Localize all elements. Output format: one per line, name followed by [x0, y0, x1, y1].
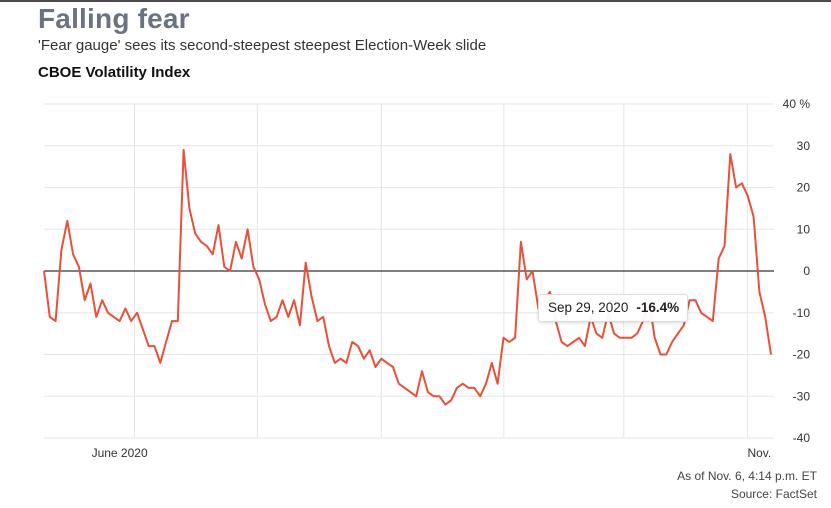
y-tick-label: 30	[797, 139, 811, 153]
source-note: Source: FactSet	[730, 487, 817, 501]
x-axis-ticks: June 2020 Nov.	[92, 446, 772, 460]
y-tick-label: 0	[803, 264, 810, 278]
page-subtitle: 'Fear gauge' sees its second-steepest st…	[38, 37, 487, 54]
y-tick-label: -30	[793, 389, 811, 403]
y-tick-label: -40	[793, 431, 811, 445]
top-rule	[0, 0, 831, 2]
grid-layer	[44, 103, 774, 439]
series-line-vix[interactable]	[43, 148, 772, 406]
y-tick-label: 40 %	[783, 97, 811, 111]
y-tick-label: -20	[793, 348, 811, 362]
y-tick-label: -10	[793, 306, 811, 320]
page-title: Falling fear	[38, 3, 190, 34]
y-axis-ticks: 40 % 30 20 10 0 -10 -20 -30 -40	[783, 97, 811, 445]
hover-tooltip: Sep 29, 2020 -16.4%	[538, 294, 688, 322]
tooltip-date: Sep 29, 2020	[548, 300, 629, 315]
x-tick-label: June 2020	[92, 446, 148, 460]
y-tick-label: 20	[797, 181, 811, 195]
as-of-note: As of Nov. 6, 4:14 p.m. ET	[677, 469, 817, 483]
y-tick-label: 10	[797, 222, 811, 236]
chart-title: CBOE Volatility Index	[38, 64, 191, 81]
tooltip-value: -16.4%	[636, 300, 680, 315]
x-tick-label: Nov.	[747, 446, 771, 460]
